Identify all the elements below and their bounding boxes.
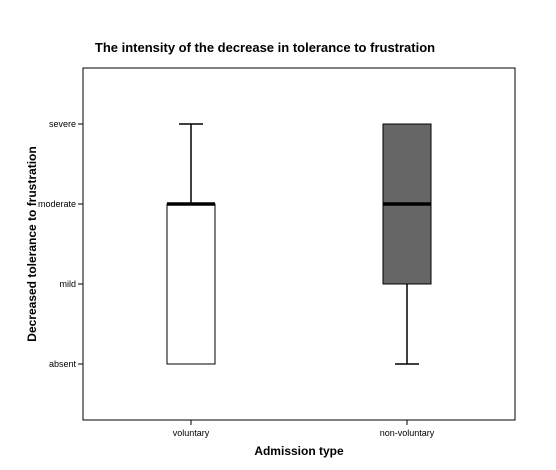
x-tick-label: voluntary [173,428,210,438]
y-tick-label: mild [59,279,76,289]
x-axis-label: Admission type [254,444,344,458]
box-series [166,123,432,365]
plot-area [82,67,516,421]
x-axis-ticks: voluntary non-voluntary [173,420,435,438]
y-axis-label: Decreased tolerance to frustration [25,146,39,341]
box-non-voluntary [382,123,432,365]
box-voluntary [166,123,216,365]
x-tick-label: non-voluntary [380,428,435,438]
y-tick-label: severe [49,119,76,129]
y-tick-label: absent [49,359,77,369]
chart-title: The intensity of the decrease in toleran… [95,40,435,55]
y-axis-ticks: absent mild moderate severe [38,119,83,369]
box-body [166,203,216,365]
y-tick-label: moderate [38,199,76,209]
